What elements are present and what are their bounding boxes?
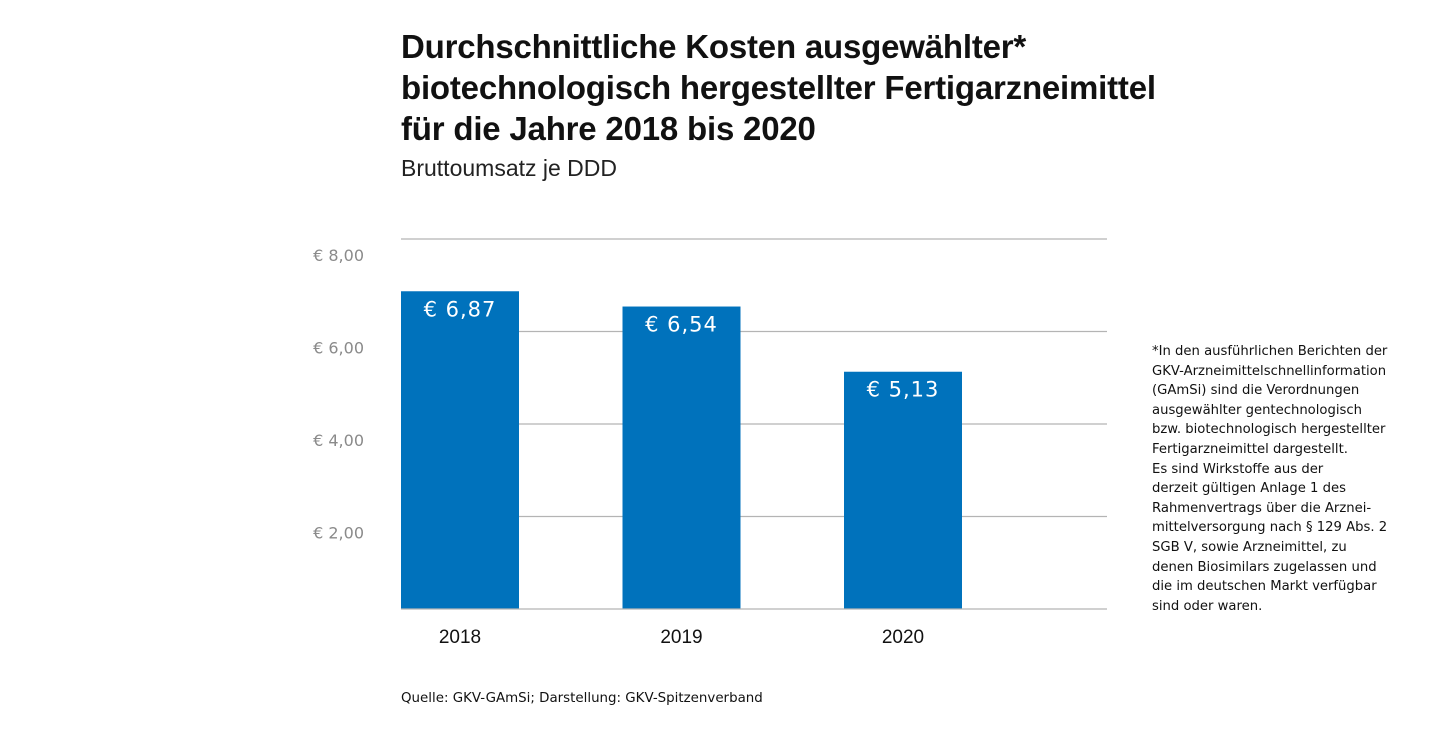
footnote-line: die im deutschen Markt verfügbar [1152, 579, 1377, 595]
footnote-line: SGB V, sowie Arzneimittel, zu [1152, 539, 1347, 555]
footnote-line: mittelversorgung nach § 129 Abs. 2 [1152, 520, 1388, 536]
footnote-line: derzeit gültigen Anlage 1 des [1152, 481, 1346, 497]
source-note: Quelle: GKV-GAmSi; Darstellung: GKV-Spit… [401, 691, 763, 706]
chart-title: Durchschnittliche Kosten ausgewählter* b… [401, 26, 1161, 149]
footnote-line: *In den ausführlichen Berichten der [1152, 344, 1388, 359]
chart-title-line-1: Durchschnittliche Kosten ausgewählter* [401, 28, 1027, 65]
x-tick-label: 2020 [882, 627, 924, 648]
chart-title-line-2: biotechnologisch hergestellter Fertigarz… [401, 69, 1156, 106]
y-tick-label: € 4,00 [313, 431, 364, 450]
bar-value-label: € 6,87 [424, 297, 497, 321]
footnote-line: sind oder waren. [1152, 598, 1263, 614]
bar-2020 [844, 371, 962, 609]
footnote-line: GKV-Arzneimittelschnellinformation [1152, 363, 1387, 379]
footnote-line: Rahmenvertrags über die Arznei- [1152, 500, 1372, 516]
y-tick-label: € 8,00 [313, 246, 364, 265]
footnote-line: (GAmSi) sind die Verordnungen [1152, 383, 1360, 399]
footnote-line: ausgewählter gentechnologisch [1152, 402, 1362, 418]
footnote: *In den ausführlichen Berichten der GKV-… [1152, 342, 1392, 616]
chart-subtitle: Bruttoumsatz je DDD [401, 155, 618, 181]
footnote-line: bzw. biotechnologisch hergestellter [1152, 422, 1386, 438]
chart-title-line-3: für die Jahre 2018 bis 2020 [401, 110, 816, 147]
y-tick-label: € 2,00 [313, 524, 364, 543]
footnote-line: Fertigarzneimittel dargestellt. [1152, 441, 1348, 457]
x-tick-label: 2019 [660, 627, 702, 648]
bar-value-label: € 5,13 [867, 378, 940, 402]
x-tick-label: 2018 [439, 627, 481, 648]
footnote-line: denen Biosimilars zugelassen und [1152, 559, 1377, 575]
y-tick-label: € 6,00 [313, 339, 364, 358]
bar-2019 [622, 306, 741, 609]
footnote-line: Es sind Wirkstoffe aus der [1152, 461, 1324, 477]
bar-value-label: € 6,54 [645, 313, 718, 337]
bar-2018 [401, 291, 519, 609]
